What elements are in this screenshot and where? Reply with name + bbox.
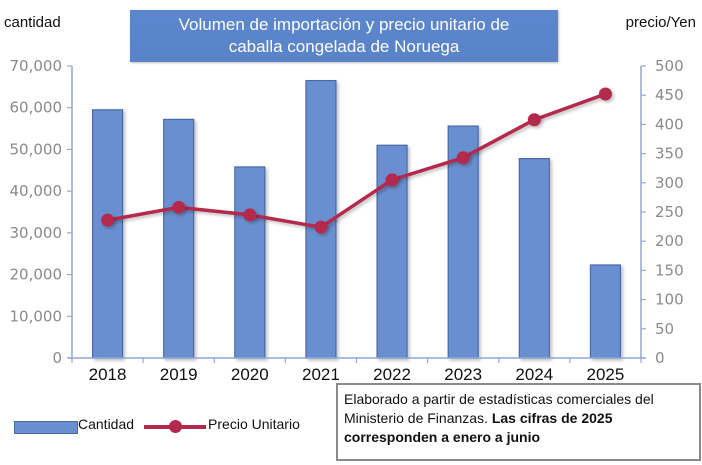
- x-tick-label: 2025: [587, 365, 625, 384]
- legend-line-swatch: [144, 420, 207, 433]
- x-tick-label: 2020: [231, 365, 269, 384]
- left-tick-label: 60,000: [10, 99, 63, 117]
- right-tick-label: 50: [655, 320, 674, 338]
- price-point-2021: [314, 220, 328, 234]
- source-note: Elaborado a partir de estadísticas comer…: [336, 383, 701, 461]
- bar-2020: [234, 166, 266, 359]
- price-point-2018: [101, 213, 115, 227]
- bar-2025: [589, 264, 622, 359]
- price-line: [107, 92, 607, 229]
- left-tick-label: 30,000: [10, 224, 63, 242]
- price-point-2020: [243, 208, 257, 222]
- right-tick-label: 500: [655, 57, 684, 75]
- right-tick-label: 300: [655, 174, 684, 192]
- right-tick-label: 350: [655, 145, 684, 163]
- price-point-2022: [385, 173, 399, 187]
- legend-bar-swatch: [14, 420, 78, 434]
- bar-2019: [163, 118, 195, 359]
- right-tick-label: 200: [655, 232, 684, 250]
- left-tick-label: 20,000: [10, 266, 63, 284]
- x-tick-label: 2018: [89, 365, 127, 384]
- legend: Cantidad Precio Unitario: [14, 412, 300, 436]
- left-tick-label: 50,000: [10, 140, 63, 158]
- source-note-bold: Las cifras de 2025 corresponden a enero …: [344, 410, 613, 445]
- left-tick-label: 0: [52, 349, 62, 367]
- right-tick-label: 250: [655, 203, 684, 221]
- left-tick-label: 40,000: [10, 182, 63, 200]
- right-axis-unit-label: precio/Yen: [625, 14, 696, 31]
- chart-title: Volumen de importación y precio unitario…: [130, 10, 558, 62]
- right-tick-label: 400: [655, 115, 684, 133]
- price-point-2025: [598, 87, 612, 101]
- right-tick-label: 450: [655, 86, 684, 104]
- left-tick-label: 10,000: [10, 307, 63, 325]
- right-tick-label: 150: [655, 261, 684, 279]
- bar-2023: [447, 125, 479, 359]
- x-tick-label: 2023: [444, 365, 482, 384]
- bar-2018: [91, 109, 124, 359]
- price-point-2019: [172, 200, 186, 214]
- price-point-2023: [456, 151, 470, 165]
- x-tick-label: 2021: [302, 365, 340, 384]
- left-tick-label: 70,000: [10, 57, 63, 75]
- price-point-2024: [527, 113, 541, 127]
- legend-bar-label: Cantidad: [78, 416, 135, 432]
- source-note-text: Elaborado a partir de estadísticas comer…: [344, 391, 654, 426]
- right-tick-label: 0: [655, 349, 665, 367]
- legend-line-label: Precio Unitario: [208, 416, 300, 432]
- chart-title-line-1: Volumen de importación y precio unitario…: [178, 15, 510, 34]
- right-tick-label: 100: [655, 291, 684, 309]
- x-tick-label: 2024: [515, 365, 553, 384]
- x-tick-label: 2022: [373, 365, 411, 384]
- bar-2024: [518, 158, 550, 359]
- left-axis-unit-label: cantidad: [4, 14, 61, 31]
- x-tick-label: 2019: [160, 365, 198, 384]
- chart-title-line-2: caballa congelada de Noruega: [228, 37, 460, 56]
